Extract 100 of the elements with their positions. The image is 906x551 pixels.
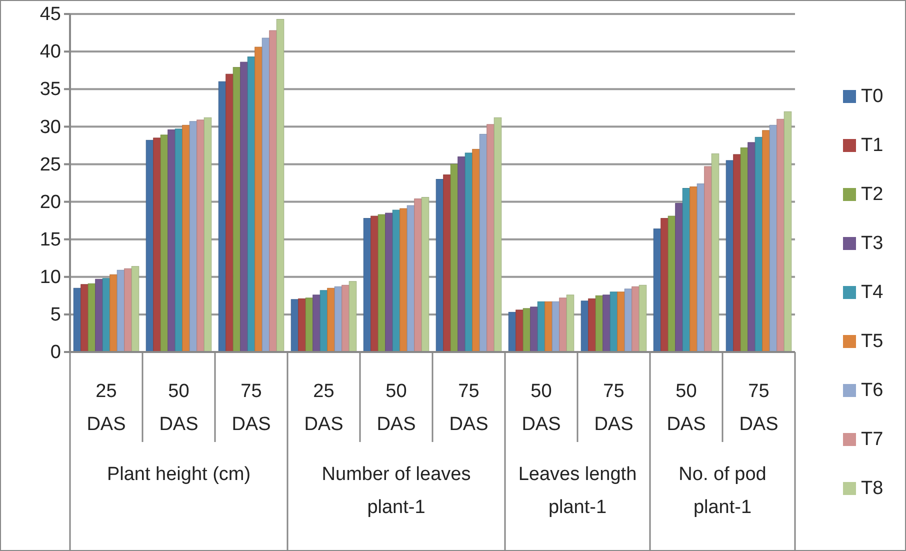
bar bbox=[226, 74, 234, 352]
bar bbox=[392, 210, 400, 352]
bar bbox=[363, 218, 372, 352]
bar bbox=[218, 81, 226, 352]
bar bbox=[110, 274, 118, 352]
bar bbox=[385, 212, 393, 352]
text: Leaves length plant-1 bbox=[518, 464, 637, 518]
bar bbox=[660, 218, 668, 352]
bar bbox=[204, 117, 212, 352]
bar bbox=[146, 140, 154, 352]
bar bbox=[80, 284, 88, 352]
x-tick-label: 50 DAS bbox=[522, 381, 561, 435]
bar bbox=[566, 294, 574, 352]
bar bbox=[327, 288, 335, 352]
bar bbox=[668, 216, 676, 352]
bar bbox=[196, 120, 204, 352]
bar bbox=[153, 138, 161, 352]
bar bbox=[740, 147, 748, 352]
y-tick-label: 45 bbox=[40, 4, 61, 26]
bar bbox=[421, 197, 430, 352]
bar bbox=[530, 306, 538, 352]
bar bbox=[348, 281, 357, 352]
legend-label: T4 bbox=[861, 282, 884, 303]
bar bbox=[400, 208, 408, 352]
bar bbox=[682, 188, 690, 352]
bar bbox=[588, 298, 596, 352]
bar bbox=[696, 184, 705, 352]
x-tick-label: 50 DAS bbox=[666, 381, 706, 435]
x-tick-label: 75 DAS bbox=[739, 381, 778, 435]
bar bbox=[232, 67, 241, 352]
bar bbox=[638, 284, 647, 352]
bar bbox=[544, 301, 552, 352]
text: No. of pod plant-1 bbox=[678, 464, 766, 518]
y-tick-label: 5 bbox=[50, 304, 61, 326]
x-tick-label: 75 DAS bbox=[449, 381, 488, 435]
bar bbox=[458, 156, 466, 352]
bar bbox=[479, 134, 488, 352]
x-tick-label: 50 DAS bbox=[159, 381, 198, 435]
bar bbox=[748, 142, 756, 352]
bar bbox=[240, 62, 248, 352]
bar bbox=[254, 46, 262, 352]
bar bbox=[769, 124, 778, 352]
bar bbox=[726, 160, 734, 352]
bar bbox=[704, 166, 712, 352]
y-tick-label: 30 bbox=[40, 116, 61, 138]
y-tick-label: 15 bbox=[40, 229, 61, 250]
legend-label: T7 bbox=[861, 429, 884, 450]
y-tick-label: 10 bbox=[40, 266, 61, 288]
legend-label: T2 bbox=[861, 184, 884, 205]
y-tick-label: 0 bbox=[50, 342, 61, 364]
bar bbox=[450, 164, 458, 352]
x-tick-label: 75 DAS bbox=[594, 381, 634, 435]
bar bbox=[494, 117, 502, 352]
bar bbox=[276, 19, 284, 352]
bar bbox=[711, 153, 720, 352]
bar bbox=[124, 268, 132, 352]
bar bbox=[182, 124, 190, 352]
bar bbox=[342, 284, 350, 352]
bar bbox=[784, 111, 792, 352]
bar bbox=[472, 148, 480, 352]
text: Plant height (cm) bbox=[106, 464, 251, 485]
bar bbox=[298, 298, 306, 352]
legend-label: T3 bbox=[861, 233, 884, 254]
bar bbox=[632, 286, 640, 352]
bar bbox=[95, 278, 103, 352]
bar bbox=[269, 30, 277, 352]
x-tick-label: 50 DAS bbox=[376, 381, 416, 435]
bar bbox=[247, 56, 256, 352]
bar bbox=[436, 178, 444, 352]
bar bbox=[370, 216, 378, 352]
x-tick-label: 75 DAS bbox=[232, 381, 271, 435]
bar bbox=[776, 118, 784, 352]
legend-label: T0 bbox=[861, 86, 884, 107]
bar bbox=[617, 292, 625, 352]
bar bbox=[516, 310, 524, 352]
bar bbox=[378, 214, 386, 352]
bar bbox=[559, 298, 567, 352]
text: Number of leaves plant-1 bbox=[322, 464, 471, 518]
y-tick-label: 20 bbox=[40, 192, 61, 213]
bar bbox=[602, 294, 610, 352]
legend-label: T1 bbox=[861, 135, 884, 156]
bar bbox=[262, 38, 270, 352]
bar bbox=[189, 121, 198, 352]
bar bbox=[312, 294, 320, 352]
x-tick-label: 25 DAS bbox=[86, 381, 126, 435]
bar bbox=[174, 128, 183, 352]
bar bbox=[762, 130, 770, 352]
bar bbox=[131, 266, 140, 352]
bar bbox=[414, 198, 422, 352]
y-tick-label: 40 bbox=[40, 42, 61, 63]
legend-label: T8 bbox=[861, 478, 884, 499]
legend-label: T5 bbox=[861, 331, 884, 352]
bar bbox=[406, 205, 415, 352]
bar bbox=[168, 129, 176, 352]
y-tick-label: 25 bbox=[40, 154, 61, 176]
y-tick-label: 35 bbox=[40, 79, 61, 100]
bar bbox=[675, 203, 683, 352]
bar bbox=[160, 134, 168, 352]
bar bbox=[690, 186, 698, 352]
bar bbox=[464, 152, 473, 352]
